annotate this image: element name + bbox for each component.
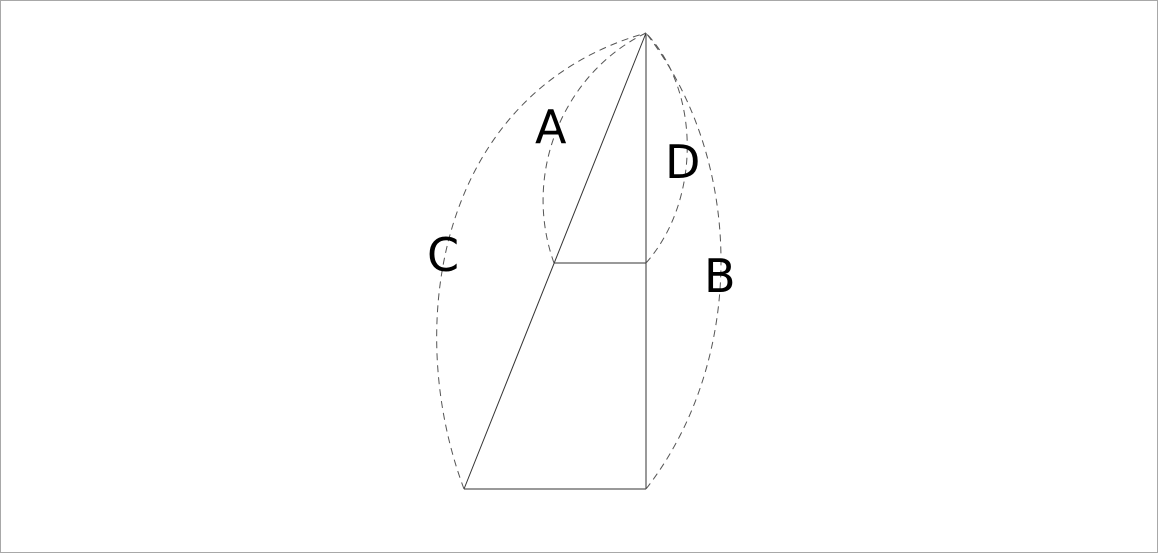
arc-b [645,32,722,490]
label-b: B [704,249,736,303]
label-d: D [665,135,700,189]
arc-c [436,32,647,490]
arc-a [542,32,647,264]
slanted-edge [463,32,647,490]
arc-d [645,32,688,264]
label-a: A [535,100,567,154]
label-c: C [427,228,459,282]
